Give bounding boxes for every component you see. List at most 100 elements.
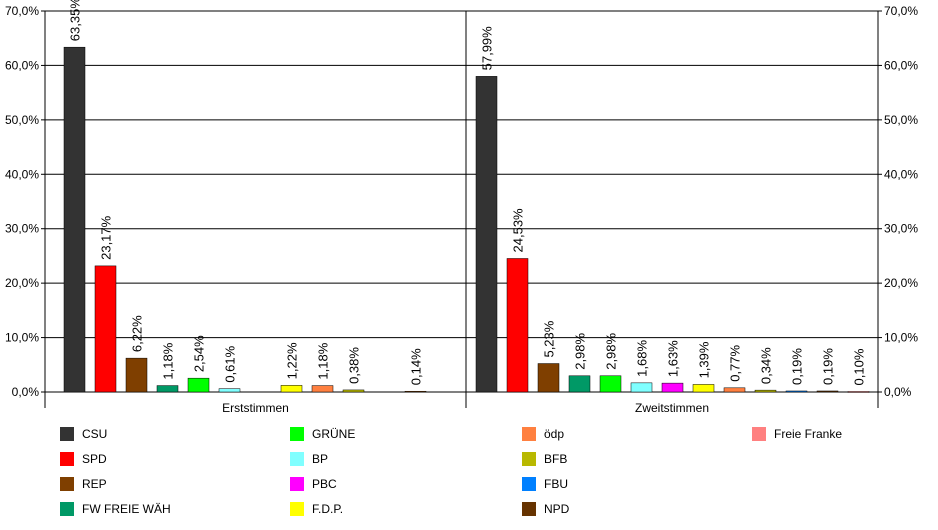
- bar-SPD: [94, 265, 117, 393]
- bar-BFB: [342, 389, 365, 393]
- legend-label: Freie Franke: [774, 427, 842, 441]
- legend-item: ödp: [522, 427, 564, 441]
- y-tick-label: 0,0%: [12, 385, 40, 399]
- bar-NPD: [816, 390, 839, 393]
- data-labels: 63,35% 23,17% 6,22% 1,18% 2,54% 0,61% 1,22% 1,1…: [68, 0, 867, 385]
- data-label: 0,10%: [852, 348, 867, 385]
- bar-Freie Franke: [847, 391, 870, 393]
- legend-label: SPD: [82, 452, 107, 466]
- legend-item: CSU: [60, 427, 107, 441]
- legend-label: F.D.P.: [312, 502, 343, 516]
- legend-label: BP: [312, 452, 328, 466]
- legend-swatch: [752, 427, 766, 441]
- bar-FW FREIE WÄH: [156, 385, 179, 393]
- bar-FBU: [785, 390, 808, 393]
- bar-GRÜNE: [599, 375, 622, 393]
- legend-swatch: [522, 502, 536, 516]
- bar-PBC: [661, 382, 684, 393]
- legend-item: FBU: [522, 477, 568, 491]
- y-tick-label: 70,0%: [884, 4, 918, 18]
- legend-item: PBC: [290, 477, 337, 491]
- legend-swatch: [522, 427, 536, 441]
- y-tick-label: 60,0%: [5, 58, 39, 72]
- y-tick-label: 20,0%: [5, 276, 39, 290]
- legend-label: ödp: [544, 427, 564, 441]
- legend-item: SPD: [60, 452, 107, 466]
- bar-F.D.P.: [280, 385, 303, 393]
- legend-item: F.D.P.: [290, 502, 343, 516]
- bar-CSU: [475, 76, 498, 393]
- category-label: Zweitstimmen: [635, 401, 709, 415]
- data-label: 1,68%: [635, 340, 650, 377]
- legend-label: BFB: [544, 452, 567, 466]
- legend-label: GRÜNE: [312, 427, 355, 441]
- bar-NPD: [404, 390, 427, 393]
- bar-REP: [125, 357, 148, 393]
- legend: CSU SPD REP FW FREIE WÄH GRÜNE BP PBC F.D.P. ödp…: [60, 427, 842, 516]
- legend-label: NPD: [544, 502, 570, 516]
- legend-swatch: [60, 477, 74, 491]
- legend-label: FW FREIE WÄH: [82, 502, 171, 516]
- legend-item: REP: [60, 477, 107, 491]
- data-label: 6,22%: [130, 315, 145, 352]
- y-tick-label: 50,0%: [5, 113, 39, 127]
- data-label: 57,99%: [480, 26, 495, 71]
- data-label: 0,77%: [728, 345, 743, 382]
- data-label: 1,22%: [285, 342, 300, 379]
- data-label: 0,38%: [347, 347, 362, 384]
- legend-item: BFB: [522, 452, 567, 466]
- y-axis-left: 0,0% 10,0% 20,0% 30,0% 40,0% 50,0% 60,0% 70,0%: [5, 4, 45, 399]
- legend-swatch: [290, 502, 304, 516]
- legend-item: Freie Franke: [752, 427, 842, 441]
- bar-BFB: [754, 389, 777, 393]
- y-axis-right: 0,0% 10,0% 20,0% 30,0% 40,0% 50,0% 60,0% 70,0%: [878, 4, 918, 399]
- data-label: 23,17%: [99, 215, 114, 260]
- legend-item: GRÜNE: [290, 427, 355, 441]
- bar-BP: [630, 382, 653, 393]
- bar-ödp: [723, 387, 746, 393]
- data-label: 1,18%: [161, 342, 176, 379]
- legend-item: FW FREIE WÄH: [60, 502, 171, 516]
- data-label: 63,35%: [68, 0, 83, 41]
- y-tick-label: 10,0%: [884, 331, 918, 345]
- bar-F.D.P.: [692, 384, 715, 393]
- bar-REP: [537, 363, 560, 393]
- y-tick-label: 50,0%: [884, 113, 918, 127]
- category-label: Erststimmen: [222, 401, 289, 415]
- data-label: 2,98%: [573, 332, 588, 369]
- data-label: 1,39%: [697, 341, 712, 378]
- legend-swatch: [60, 502, 74, 516]
- data-label: 0,34%: [759, 347, 774, 384]
- data-label: 1,63%: [666, 340, 681, 377]
- data-label: 5,23%: [542, 320, 557, 357]
- y-tick-label: 30,0%: [884, 222, 918, 236]
- data-label: 2,54%: [192, 335, 207, 372]
- data-label: 0,61%: [223, 345, 238, 382]
- category-labels: Erststimmen Zweitstimmen: [222, 401, 709, 415]
- bar-CSU: [63, 46, 86, 393]
- gridlines: [45, 10, 878, 339]
- legend-swatch: [290, 427, 304, 441]
- y-tick-label: 40,0%: [5, 167, 39, 181]
- bar-BP: [218, 388, 241, 393]
- y-tick-label: 70,0%: [5, 4, 39, 18]
- bar-FW FREIE WÄH: [568, 375, 591, 393]
- data-label: 1,18%: [316, 342, 331, 379]
- y-tick-label: 0,0%: [884, 385, 912, 399]
- legend-label: CSU: [82, 427, 107, 441]
- bar-ödp: [311, 385, 334, 393]
- y-tick-label: 30,0%: [5, 222, 39, 236]
- legend-swatch: [522, 452, 536, 466]
- legend-swatch: [60, 427, 74, 441]
- legend-label: PBC: [312, 477, 337, 491]
- y-tick-label: 60,0%: [884, 58, 918, 72]
- bar-GRÜNE: [187, 377, 210, 393]
- y-tick-label: 20,0%: [884, 276, 918, 290]
- legend-item: BP: [290, 452, 328, 466]
- legend-swatch: [290, 452, 304, 466]
- legend-swatch: [60, 452, 74, 466]
- data-label: 0,19%: [790, 348, 805, 385]
- data-label: 0,14%: [409, 348, 424, 385]
- legend-item: NPD: [522, 502, 570, 516]
